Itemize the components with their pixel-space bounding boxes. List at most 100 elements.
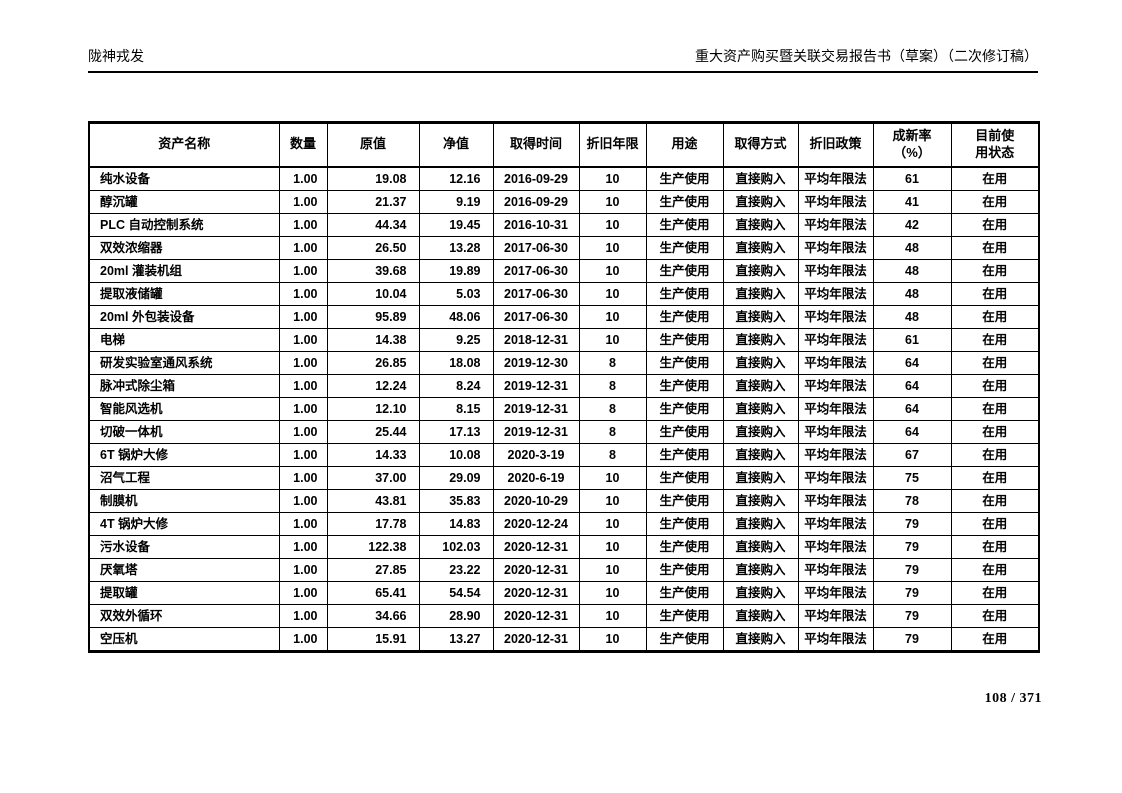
- table-cell: 1.00: [278, 189, 328, 214]
- page-header: 陇神戎发 重大资产购买暨关联交易报告书（草案）（二次修订稿）: [88, 46, 1038, 73]
- table-cell: 在用: [950, 465, 1040, 490]
- table-cell: 54.54: [418, 580, 494, 605]
- table-cell: 79: [872, 626, 952, 652]
- table-cell: 直接购入: [722, 603, 799, 628]
- table-cell: 26.85: [326, 350, 420, 375]
- table-cell: 智能风选机: [88, 396, 280, 421]
- table-cell: 14.83: [418, 511, 494, 536]
- table-cell: 28.90: [418, 603, 494, 628]
- table-cell: 10: [578, 258, 647, 283]
- table-cell: 95.89: [326, 304, 420, 329]
- column-header: 折旧年限: [578, 121, 647, 168]
- header-row: 资产名称 数量 原值 净值 取得时间 折旧年限 用途 取得方式 折旧政策 成新率 （%） 目前使 用…: [88, 121, 1040, 168]
- table-cell: 10: [578, 511, 647, 536]
- column-header: 原值: [326, 121, 420, 168]
- table-row: 智能风选机 1.00 12.10 8.15 2019-12-31 8 生产使用 直接购入 平均年…: [88, 396, 1040, 421]
- table-cell: 39.68: [326, 258, 420, 283]
- table-cell: 平均年限法: [797, 281, 874, 306]
- table-row: 提取液储罐 1.00 10.04 5.03 2017-06-30 10 生产使用 直接购入 平均…: [88, 281, 1040, 306]
- table-cell: 生产使用: [645, 557, 724, 582]
- table-cell: 平均年限法: [797, 327, 874, 352]
- table-cell: 直接购入: [722, 166, 799, 191]
- table-cell: 10: [578, 304, 647, 329]
- table-cell: 2020-12-31: [492, 557, 580, 582]
- table-cell: 研发实验室通风系统: [88, 350, 280, 375]
- table-cell: 2016-09-29: [492, 166, 580, 191]
- table-cell: 8: [578, 373, 647, 398]
- table-cell: 10: [578, 235, 647, 260]
- table-cell: 生产使用: [645, 580, 724, 605]
- table-cell: 直接购入: [722, 534, 799, 559]
- column-header: 用途: [645, 121, 724, 168]
- table-cell: 直接购入: [722, 281, 799, 306]
- table-cell: 平均年限法: [797, 580, 874, 605]
- table-cell: 12.16: [418, 166, 494, 191]
- table-row: 纯水设备 1.00 19.08 12.16 2016-09-29 10 生产使用 直接购入 平均…: [88, 166, 1040, 191]
- table-cell: 在用: [950, 557, 1040, 582]
- table-cell: 平均年限法: [797, 603, 874, 628]
- table-row: PLC 自动控制系统 1.00 44.34 19.45 2016-10-31 10 生产使用…: [88, 212, 1040, 237]
- table-cell: 在用: [950, 258, 1040, 283]
- table-cell: 在用: [950, 534, 1040, 559]
- table-cell: 1.00: [278, 534, 328, 559]
- table-cell: 1.00: [278, 281, 328, 306]
- table-row: 6T 锅炉大修 1.00 14.33 10.08 2020-3-19 8 生产使用 直接购入平…: [88, 442, 1040, 467]
- table-cell: 13.28: [418, 235, 494, 260]
- table-cell: 平均年限法: [797, 557, 874, 582]
- table-cell: 25.44: [326, 419, 420, 444]
- table-cell: 2019-12-31: [492, 396, 580, 421]
- table-cell: 10.04: [326, 281, 420, 306]
- table-cell: 生产使用: [645, 189, 724, 214]
- table-cell: 19.08: [326, 166, 420, 191]
- table-cell: 在用: [950, 327, 1040, 352]
- table-cell: 脉冲式除尘箱: [88, 373, 280, 398]
- table-row: 电梯 1.00 14.38 9.25 2018-12-31 10 生产使用 直接购入 平均年限法…: [88, 327, 1040, 352]
- header-company-name: 陇神戎发: [88, 50, 144, 65]
- table-row: 20ml 外包装设备 1.00 95.89 48.06 2017-06-30 10 生产使用…: [88, 304, 1040, 329]
- table-cell: 生产使用: [645, 534, 724, 559]
- table-cell: 生产使用: [645, 465, 724, 490]
- table-cell: 2016-10-31: [492, 212, 580, 237]
- table-cell: 平均年限法: [797, 626, 874, 652]
- table-cell: 10: [578, 557, 647, 582]
- table-cell: 48.06: [418, 304, 494, 329]
- table-cell: 6T 锅炉大修: [88, 442, 280, 467]
- table-cell: 直接购入: [722, 465, 799, 490]
- table-cell: 8.15: [418, 396, 494, 421]
- table-cell: 35.83: [418, 488, 494, 513]
- table-cell: 1.00: [278, 373, 328, 398]
- table-cell: 平均年限法: [797, 534, 874, 559]
- table-cell: 1.00: [278, 442, 328, 467]
- table-cell: 直接购入: [722, 258, 799, 283]
- asset-table: 资产名称 数量 原值 净值 取得时间 折旧年限 用途 取得方式 折旧政策 成新率 （%） 目前使 用…: [88, 121, 1040, 653]
- table-cell: 1.00: [278, 626, 328, 652]
- table-cell: 直接购入: [722, 212, 799, 237]
- table-cell: 20ml 灌装机组: [88, 258, 280, 283]
- table-cell: 12.24: [326, 373, 420, 398]
- table-cell: 8: [578, 350, 647, 375]
- table-cell: 直接购入: [722, 350, 799, 375]
- table-cell: 双效浓缩器: [88, 235, 280, 260]
- table-row: 沼气工程 1.00 37.00 29.09 2020-6-19 10 生产使用 直接购入 平均年…: [88, 465, 1040, 490]
- table-cell: 在用: [950, 626, 1040, 652]
- column-header: 数量: [278, 121, 328, 168]
- column-header: 取得时间: [492, 121, 580, 168]
- table-cell: 生产使用: [645, 258, 724, 283]
- table-cell: 提取液储罐: [88, 281, 280, 306]
- table-cell: 生产使用: [645, 626, 724, 652]
- table-cell: 平均年限法: [797, 212, 874, 237]
- table-cell: 21.37: [326, 189, 420, 214]
- table-cell: 1.00: [278, 580, 328, 605]
- table-cell: 10: [578, 327, 647, 352]
- table-cell: 在用: [950, 212, 1040, 237]
- table-cell: 26.50: [326, 235, 420, 260]
- table-cell: 在用: [950, 350, 1040, 375]
- table-cell: 8: [578, 442, 647, 467]
- table-row: 双效外循环 1.00 34.66 28.90 2020-12-31 10 生产使用 直接购入平…: [88, 603, 1040, 628]
- table-row: 制膜机 1.00 43.81 35.83 2020-10-29 10 生产使用 直接购入 平均年…: [88, 488, 1040, 513]
- table-cell: 平均年限法: [797, 258, 874, 283]
- table-cell: 27.85: [326, 557, 420, 582]
- table-cell: 生产使用: [645, 419, 724, 444]
- table-cell: 污水设备: [88, 534, 280, 559]
- table-cell: 2019-12-31: [492, 373, 580, 398]
